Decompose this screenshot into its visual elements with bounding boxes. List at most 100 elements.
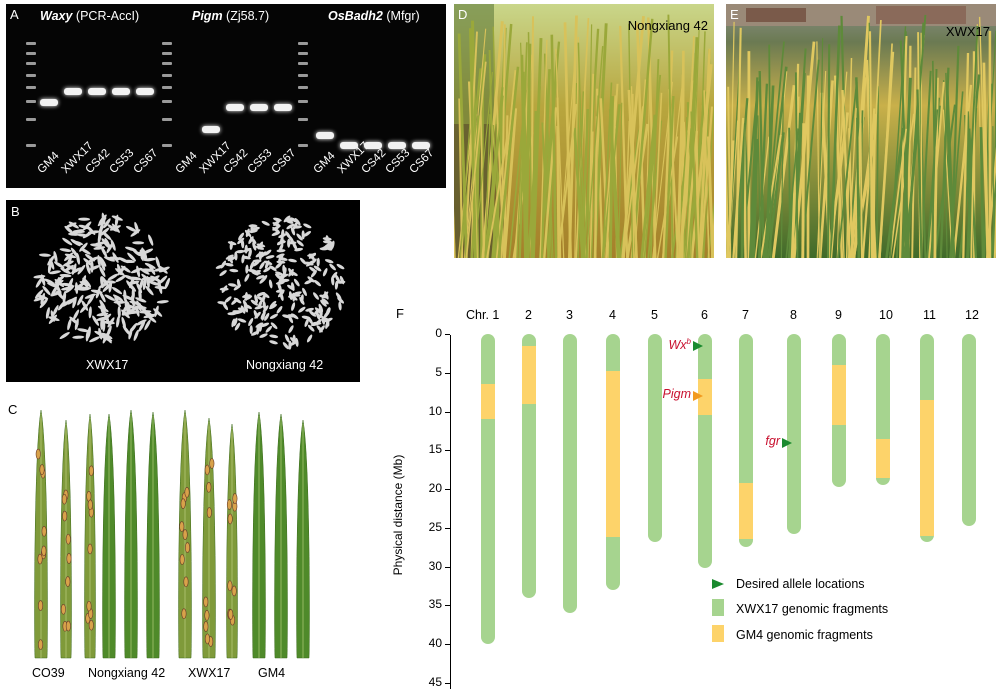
chromosome-bar bbox=[522, 334, 536, 598]
ladder-band bbox=[162, 118, 172, 121]
lane-label: CS53 bbox=[383, 147, 413, 176]
leaf-label-co39: CO39 bbox=[32, 666, 65, 680]
y-tick bbox=[445, 489, 450, 490]
gel-band bbox=[250, 104, 268, 111]
ladder-band bbox=[26, 42, 36, 45]
y-tick-label: 15 bbox=[428, 442, 442, 457]
chromosome-label: 2 bbox=[525, 308, 532, 322]
photo-caption-xwx17: XWX17 bbox=[945, 24, 990, 39]
y-tick bbox=[445, 411, 450, 413]
allele-arrow-icon bbox=[693, 391, 703, 401]
gm4-segment bbox=[876, 438, 890, 479]
ladder-band bbox=[26, 100, 36, 103]
gm4-segment bbox=[481, 384, 495, 420]
field-photo-xwx17: E XWX17 bbox=[726, 4, 996, 258]
lane-label: CS53 bbox=[107, 147, 137, 176]
chromosome-bar bbox=[832, 334, 846, 488]
legend-gm4-swatch bbox=[712, 625, 724, 642]
panel-label-c: C bbox=[8, 402, 18, 417]
photo-caption-nongxiang42: Nongxiang 42 bbox=[627, 18, 708, 33]
ladder-band bbox=[26, 86, 36, 89]
y-tick-label: 40 bbox=[428, 636, 442, 650]
ladder-band bbox=[162, 52, 172, 55]
ladder-band bbox=[162, 42, 172, 45]
lane-label: GM4 bbox=[311, 149, 338, 176]
chromosome-label: 6 bbox=[701, 308, 708, 322]
leaf-label-xwx17: XWX17 bbox=[188, 666, 231, 680]
legend-desired-label: Desired allele locations bbox=[736, 577, 865, 591]
y-tick bbox=[445, 605, 450, 607]
chromosome-bar bbox=[920, 334, 934, 542]
chromosome-label: Chr. 1 bbox=[466, 308, 500, 322]
ladder-band bbox=[26, 52, 36, 55]
ladder-band bbox=[162, 74, 172, 77]
lane-label: GM4 bbox=[35, 149, 62, 176]
ladder-band bbox=[298, 118, 308, 121]
legend-xwx17-label: XWX17 genomic fragments bbox=[736, 602, 889, 616]
gm4-segment bbox=[522, 345, 536, 404]
chromosome-bar bbox=[563, 334, 577, 613]
y-tick-label: 5 bbox=[435, 364, 442, 379]
gel-band bbox=[412, 142, 430, 149]
y-tick bbox=[445, 644, 450, 645]
gel-title-waxy: Waxy (PCR-AccI) bbox=[40, 9, 140, 23]
ladder-band bbox=[26, 74, 36, 77]
gel-title-pigm: Pigm (Zj58.7) bbox=[192, 9, 270, 23]
allele-marker-label: Wxb bbox=[668, 336, 691, 352]
allele-arrow-icon bbox=[693, 340, 703, 351]
chromosome-label: 9 bbox=[835, 308, 842, 322]
ladder-band bbox=[162, 86, 172, 89]
ladder-band bbox=[162, 62, 172, 65]
y-tick-label: 35 bbox=[428, 597, 442, 612]
chromosome-bar bbox=[962, 334, 976, 527]
y-tick bbox=[445, 527, 450, 529]
chromosome-label: 10 bbox=[879, 308, 893, 322]
chromosome-bar bbox=[698, 334, 712, 569]
ladder-band bbox=[26, 118, 36, 121]
ladder-band bbox=[298, 42, 308, 45]
ladder-band bbox=[298, 62, 308, 65]
chromosome-bar bbox=[648, 334, 662, 542]
ladder-band bbox=[162, 144, 172, 147]
chromosome-label: 5 bbox=[651, 308, 658, 322]
lane-label: GM4 bbox=[173, 149, 200, 176]
gel-band bbox=[274, 104, 292, 111]
panel-label-f: F bbox=[396, 306, 404, 321]
gel-band bbox=[40, 99, 58, 106]
rice-field-image bbox=[454, 4, 714, 258]
y-tick-label: 30 bbox=[428, 558, 442, 573]
chromosome-bar bbox=[787, 334, 801, 534]
panel-label-d: D bbox=[458, 7, 468, 22]
legend-arrow-icon bbox=[712, 579, 724, 589]
legend-xwx17-swatch bbox=[712, 599, 724, 616]
chromosome-label: 4 bbox=[609, 308, 616, 322]
chromosome-bar bbox=[876, 334, 890, 486]
panel-label-e: E bbox=[730, 7, 739, 22]
leaf-label-gm4: GM4 bbox=[258, 666, 286, 680]
allele-arrow-icon bbox=[782, 437, 792, 448]
chromosome-label: 7 bbox=[742, 308, 749, 322]
ladder-band bbox=[162, 100, 172, 103]
grain-image bbox=[33, 212, 346, 350]
rice-field-image bbox=[726, 4, 996, 258]
ladder-band bbox=[298, 100, 308, 103]
y-tick bbox=[445, 566, 450, 568]
y-tick-label: 0 bbox=[435, 326, 442, 340]
gel-band bbox=[64, 88, 82, 95]
y-tick bbox=[445, 682, 450, 684]
gm4-segment bbox=[920, 399, 934, 536]
chromosome-bar bbox=[739, 334, 753, 548]
field-photo-nongxiang42: D Nongxiang 42 bbox=[454, 4, 714, 258]
gm4-segment bbox=[698, 378, 712, 416]
gel-band bbox=[88, 88, 106, 95]
legend-gm4-label: GM4 genomic fragments bbox=[736, 628, 873, 642]
chromosome-map-panel: F 0 5 10 15 20 25 30 35 40 45 Physical distance (… bbox=[384, 300, 1000, 694]
gel-band bbox=[226, 104, 244, 111]
gel-band bbox=[316, 132, 334, 139]
chromosome-bar bbox=[606, 334, 620, 590]
gel-band bbox=[136, 88, 154, 95]
y-axis-label: Physical distance (Mb) bbox=[391, 454, 405, 576]
y-tick-label: 25 bbox=[428, 519, 442, 534]
gel-band bbox=[340, 142, 358, 149]
chromosome-label: 8 bbox=[790, 308, 797, 322]
